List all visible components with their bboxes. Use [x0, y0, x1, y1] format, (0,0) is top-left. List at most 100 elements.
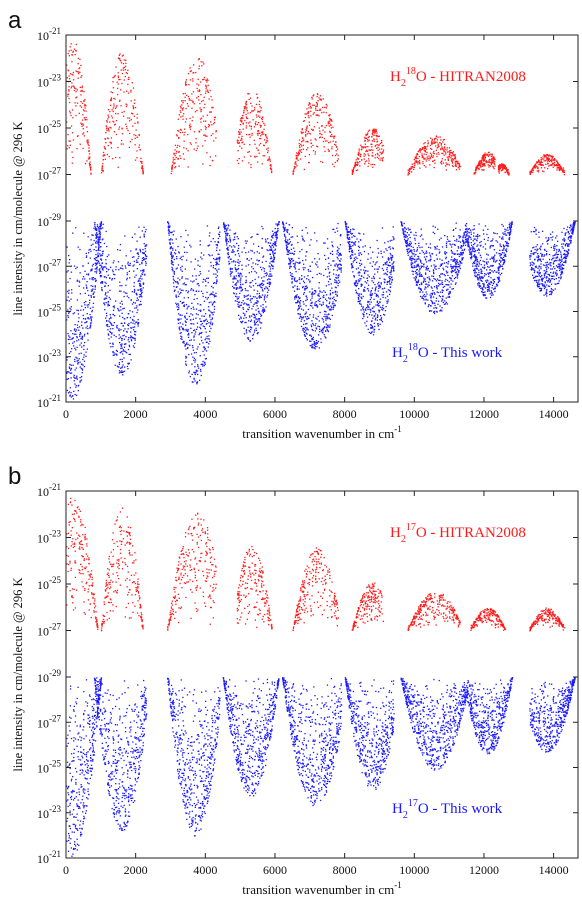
- data-point: [226, 232, 228, 234]
- data-point: [367, 270, 369, 272]
- data-point: [107, 285, 109, 287]
- data-point: [325, 103, 327, 106]
- data-point: [240, 304, 242, 306]
- data-point: [311, 261, 313, 263]
- data-point: [104, 297, 106, 299]
- data-point: [315, 304, 318, 306]
- data-point: [229, 241, 232, 243]
- data-point: [250, 301, 252, 303]
- data-point: [475, 166, 477, 168]
- data-point: [90, 296, 92, 298]
- data-point: [247, 264, 250, 266]
- data-point: [95, 263, 98, 265]
- data-point: [450, 160, 453, 162]
- data-point: [80, 379, 83, 381]
- data-point: [120, 329, 122, 331]
- data-point: [550, 156, 552, 158]
- data-point: [196, 297, 198, 300]
- data-point: [371, 146, 373, 148]
- data-point: [293, 278, 295, 280]
- data-point: [436, 139, 439, 141]
- data-point: [176, 146, 178, 149]
- data-point: [422, 148, 424, 150]
- data-point: [100, 224, 102, 226]
- data-point: [115, 349, 118, 352]
- data-point: [421, 148, 423, 151]
- data-point: [368, 129, 371, 131]
- data-point: [305, 305, 307, 307]
- data-point: [97, 242, 100, 244]
- data-point: [245, 102, 247, 104]
- data-point: [178, 252, 180, 254]
- data-point: [67, 95, 69, 97]
- data-point: [187, 334, 189, 336]
- data-point: [200, 310, 202, 312]
- data-point: [172, 278, 175, 280]
- data-point: [556, 160, 558, 162]
- data-point: [175, 281, 177, 283]
- data-point: [177, 282, 179, 284]
- data-point: [292, 236, 294, 238]
- data-point: [211, 317, 213, 319]
- data-point: [547, 157, 549, 160]
- data-point: [207, 281, 209, 284]
- data-point: [118, 372, 121, 374]
- data-point: [194, 331, 197, 333]
- data-point: [415, 160, 417, 163]
- data-point: [307, 130, 309, 133]
- data-point: [263, 310, 266, 312]
- data-point: [257, 263, 259, 266]
- data-point: [188, 84, 190, 86]
- data-point: [92, 263, 94, 266]
- data-point: [368, 139, 370, 141]
- data-point: [198, 290, 200, 292]
- data-point: [334, 265, 336, 267]
- data-point: [274, 227, 276, 230]
- data-point: [265, 260, 267, 263]
- data-point: [372, 327, 374, 329]
- data-point: [390, 269, 392, 271]
- data-point: [329, 114, 331, 116]
- data-point: [207, 91, 210, 94]
- data-point: [457, 160, 459, 162]
- data-point: [370, 324, 372, 326]
- data-point: [303, 328, 306, 330]
- data-point: [234, 246, 236, 248]
- data-point: [90, 322, 92, 324]
- data-point: [77, 363, 79, 365]
- data-point: [542, 164, 544, 166]
- data-point: [458, 163, 460, 165]
- data-point: [255, 309, 257, 311]
- data-point: [187, 133, 189, 136]
- data-point: [308, 111, 310, 113]
- data-point: [94, 223, 96, 226]
- data-point: [79, 361, 81, 363]
- data-point: [331, 303, 334, 305]
- data-point: [355, 159, 357, 161]
- data-point: [228, 263, 230, 265]
- data-point: [91, 289, 93, 292]
- data-point: [268, 265, 270, 267]
- data-point: [316, 104, 318, 106]
- data-point: [139, 300, 142, 303]
- data-point: [349, 247, 351, 249]
- data-point: [304, 331, 306, 333]
- data-point: [95, 246, 97, 248]
- data-point: [199, 270, 201, 273]
- data-point: [232, 249, 234, 252]
- data-point: [315, 305, 317, 307]
- data-point: [192, 306, 194, 308]
- data-point: [381, 308, 383, 310]
- data-point: [318, 298, 320, 300]
- data-point: [248, 320, 250, 322]
- data-point: [130, 335, 132, 337]
- data-point: [318, 272, 321, 275]
- data-point: [310, 110, 312, 112]
- data-point: [145, 264, 147, 266]
- data-point: [211, 159, 213, 162]
- data-point: [100, 281, 103, 283]
- data-point: [130, 299, 132, 301]
- data-point: [250, 286, 252, 288]
- data-point: [214, 268, 216, 270]
- data-point: [363, 155, 365, 157]
